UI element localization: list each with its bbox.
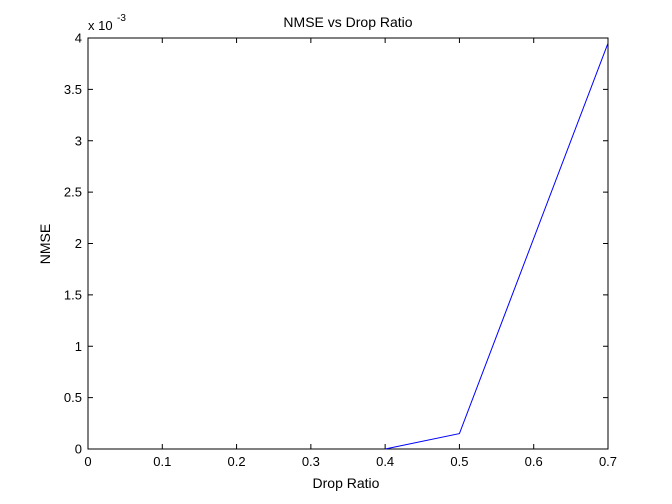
y-tick-label: 4 <box>75 31 82 46</box>
x-tick-label: 0.6 <box>525 454 543 469</box>
series-line <box>385 42 609 450</box>
axis-ticks: 0 0.1 0.2 0.3 0.4 0.5 0.6 0.7 0 0.5 1 1.5 2 2.5 3 3.5 4 <box>64 31 617 470</box>
x-tick-label: 0.1 <box>153 454 171 469</box>
x-tick-label: 0.2 <box>228 454 246 469</box>
x-tick-label: 0 <box>84 454 91 469</box>
x-tick-label: 0.3 <box>302 454 320 469</box>
y-tick-label: 0 <box>75 442 82 457</box>
y-exponent-power: -3 <box>117 13 126 24</box>
y-exponent-label: x 10 <box>88 18 113 33</box>
y-tick-label: 3.5 <box>64 82 82 97</box>
y-tick-label: 3 <box>75 133 82 148</box>
y-axis-label: NMSE <box>37 224 53 264</box>
x-tick-label: 0.4 <box>376 454 394 469</box>
x-tick-label: 0.7 <box>599 454 617 469</box>
series-group <box>385 42 609 450</box>
x-axis-label: Drop Ratio <box>313 475 380 491</box>
x-tick-label: 0.5 <box>450 454 468 469</box>
y-tick-label: 1.5 <box>64 287 82 302</box>
chart-title: NMSE vs Drop Ratio <box>283 14 412 30</box>
y-tick-label: 2 <box>75 236 82 251</box>
plot-area <box>87 37 609 450</box>
y-tick-label: 1 <box>75 339 82 354</box>
y-tick-label: 0.5 <box>64 390 82 405</box>
y-tick-label: 2.5 <box>64 185 82 200</box>
